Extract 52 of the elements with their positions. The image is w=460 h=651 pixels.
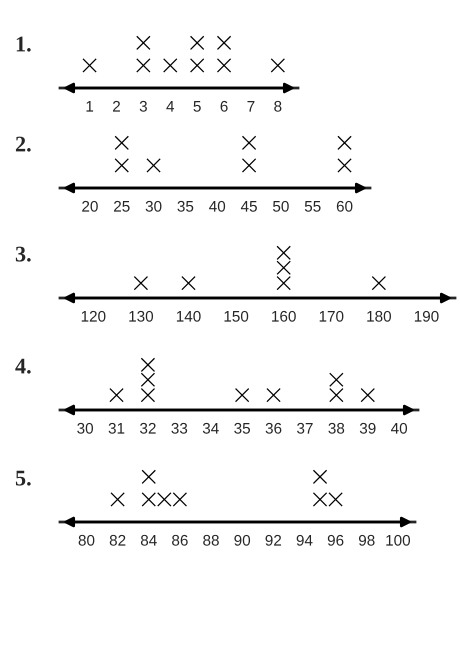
x-tick-label: 33 [171, 422, 188, 434]
x-tick-label: 1 [86, 101, 94, 112]
x-tick-label: 130 [129, 310, 154, 322]
chart-title: 5. [16, 470, 31, 486]
x-tick-label: 30 [146, 200, 162, 212]
x-tick-label: 40 [391, 422, 408, 434]
x-tick-label: 55 [304, 201, 321, 212]
x-tick-label: 25 [114, 200, 130, 212]
x-tick-label: 39 [360, 422, 376, 434]
chart-title: 3. [16, 246, 31, 262]
x-tick-label: 98 [358, 534, 375, 546]
chart-title: 2. [16, 136, 31, 152]
x-tick-label: 96 [328, 534, 344, 546]
x-tick-label: 90 [234, 534, 250, 546]
x-tick-label: 2 [112, 100, 120, 112]
x-tick-label: 31 [108, 422, 124, 434]
x-tick-label: 36 [266, 422, 282, 434]
x-tick-label: 8 [274, 100, 282, 112]
x-tick-label: 34 [202, 422, 219, 434]
x-tick-label: 190 [414, 310, 439, 322]
x-tick-label: 50 [273, 200, 289, 212]
x-tick-label: 86 [172, 534, 188, 546]
x-tick-label: 100 [386, 534, 410, 546]
x-tick-label: 20 [82, 200, 98, 212]
x-tick-label: 160 [272, 310, 296, 322]
x-tick-label: 4 [166, 101, 174, 112]
x-tick-label: 82 [110, 534, 126, 546]
x-tick-label: 140 [176, 310, 201, 322]
x-tick-label: 80 [78, 534, 94, 546]
chart-title: 1. [16, 36, 31, 52]
x-tick-label: 150 [224, 310, 248, 322]
x-tick-label: 6 [220, 100, 228, 112]
x-tick-label: 40 [209, 200, 226, 212]
x-tick-label: 3 [140, 100, 147, 112]
x-tick-label: 92 [266, 534, 282, 546]
x-tick-label: 60 [336, 200, 352, 212]
x-tick-label: 7 [247, 101, 254, 112]
x-tick-label: 170 [320, 310, 344, 322]
x-tick-label: 94 [296, 534, 312, 546]
x-tick-label: 35 [177, 200, 194, 212]
x-tick-label: 5 [194, 101, 201, 112]
x-tick-label: 180 [367, 310, 392, 322]
chart-title: 4. [15, 358, 31, 374]
x-tick-label: 84 [140, 534, 157, 546]
x-tick-label: 32 [140, 422, 156, 434]
x-tick-label: 30 [77, 422, 94, 434]
x-tick-label: 37 [297, 422, 313, 434]
x-tick-label: 45 [240, 201, 257, 212]
x-tick-label: 88 [203, 534, 219, 546]
x-tick-label: 35 [234, 422, 250, 434]
x-tick-label: 120 [82, 310, 106, 322]
x-tick-label: 38 [328, 422, 344, 434]
